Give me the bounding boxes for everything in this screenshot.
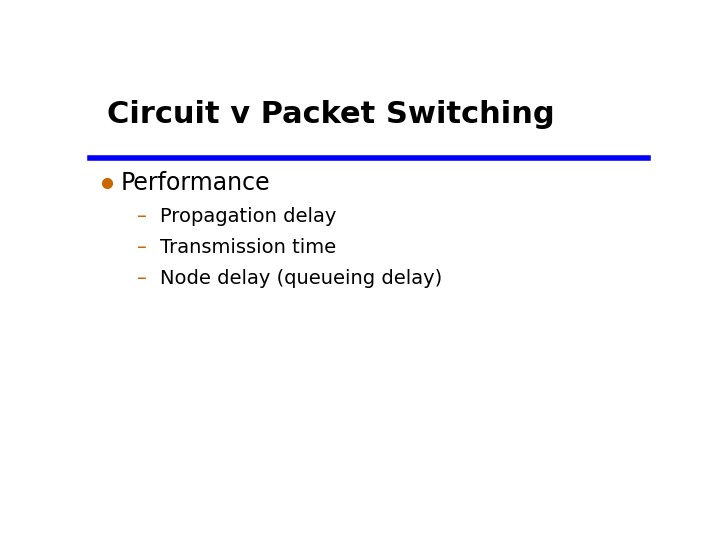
- Text: –: –: [138, 207, 148, 226]
- Text: Node delay (queueing delay): Node delay (queueing delay): [160, 269, 442, 288]
- Text: Performance: Performance: [121, 171, 270, 195]
- Text: –: –: [138, 269, 148, 288]
- Text: Circuit v Packet Switching: Circuit v Packet Switching: [107, 100, 554, 129]
- Text: Propagation delay: Propagation delay: [160, 207, 336, 226]
- Text: –: –: [138, 238, 148, 257]
- Text: Transmission time: Transmission time: [160, 238, 336, 257]
